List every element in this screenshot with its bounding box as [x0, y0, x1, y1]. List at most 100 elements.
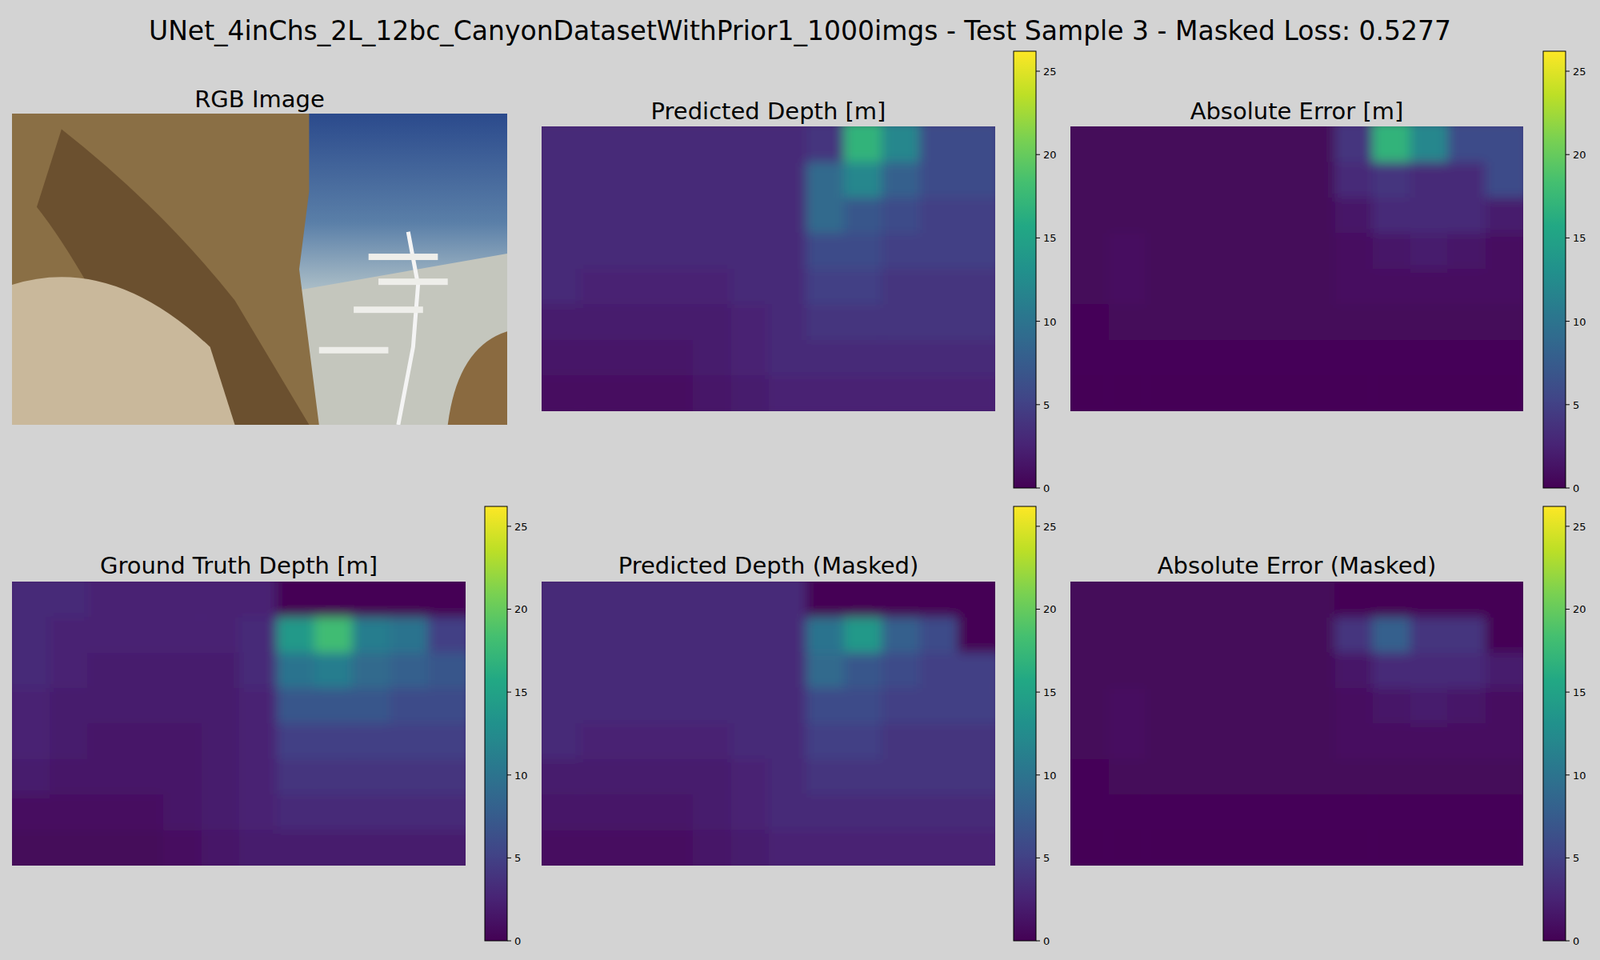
heat-cell: [1372, 616, 1411, 653]
heat-cell: [1145, 162, 1184, 199]
heat-cell: [125, 830, 164, 866]
heat-cell: [1145, 688, 1184, 724]
heat-cell: [1410, 268, 1449, 305]
heat-cell: [1372, 652, 1411, 689]
heat-cell: [314, 830, 353, 866]
heat-cell: [1448, 304, 1487, 341]
heat-cell: [617, 197, 656, 234]
heat-cell: [768, 162, 808, 199]
heat-cell: [617, 268, 656, 305]
heat-cell: [1108, 830, 1147, 866]
heat-cell: [390, 759, 429, 796]
heat-cell: [1108, 376, 1147, 412]
heat-cell: [1145, 794, 1184, 831]
heat-cell: [390, 688, 429, 724]
heat-cell: [730, 759, 769, 796]
colorbar-tick: [1565, 940, 1570, 942]
heat-cell: [920, 794, 959, 831]
heat-cell: [1296, 376, 1336, 412]
heat-cell: [239, 724, 278, 760]
heat-cell: [920, 197, 959, 234]
colorbar-tick: [507, 774, 512, 776]
heat-cell: [1108, 616, 1147, 653]
heat-cell: [957, 759, 996, 796]
colorbar-tick-label: 25: [1572, 520, 1587, 533]
heat-cell: [200, 830, 240, 866]
heat-cell: [125, 794, 164, 831]
heat-cell: [1108, 126, 1147, 163]
heat-cell: [1184, 126, 1223, 163]
heat-cell: [49, 830, 88, 866]
heat-cell: [314, 794, 353, 831]
heat-cell: [881, 340, 920, 376]
heat-cell: [1485, 126, 1524, 163]
heat-cell: [1296, 724, 1336, 760]
heat-cell: [957, 376, 996, 412]
heat-cell: [920, 126, 959, 163]
heat-cell: [881, 581, 920, 618]
heat-cell: [390, 581, 429, 618]
colorbar-tick-label: 5: [514, 852, 521, 864]
heat-cell: [1184, 268, 1223, 305]
heat-cell: [1372, 162, 1411, 199]
heat-cell: [806, 581, 845, 618]
heat-cell: [428, 759, 466, 796]
heat-cell: [881, 162, 920, 199]
heat-cell: [1070, 652, 1109, 689]
heat-cell: [844, 759, 883, 796]
heat-cell: [806, 340, 845, 376]
heat-cell: [88, 616, 127, 653]
heat-cell: [200, 688, 240, 724]
heat-cell: [200, 616, 240, 653]
heat-cell: [1070, 197, 1109, 234]
heat-cell: [692, 126, 732, 163]
figure-title: UNet_4inChs_2L_12bc_CanyonDatasetWithPri…: [148, 15, 1452, 47]
heat-cell: [768, 233, 808, 270]
heat-cell: [1485, 233, 1524, 270]
heat-cell: [239, 794, 278, 831]
heat-cell: [1070, 376, 1109, 412]
heat-cell: [1296, 652, 1336, 689]
heatmap: [541, 581, 996, 866]
heat-cell: [541, 268, 580, 305]
heat-cell: [920, 724, 959, 760]
heat-cell: [163, 724, 202, 760]
colorbar-tick-label: 0: [1572, 935, 1580, 948]
heat-cell: [881, 268, 920, 305]
heat-cell: [49, 724, 88, 760]
heat-cell: [957, 616, 996, 653]
colorbar-tick: [1036, 774, 1040, 776]
heat-cell: [655, 304, 694, 341]
heat-cell: [163, 652, 202, 689]
heat-cell: [920, 759, 959, 796]
heat-cell: [314, 581, 353, 618]
colorbar-tick: [1036, 488, 1040, 489]
heat-cell: [579, 724, 618, 760]
heat-cell: [730, 794, 769, 831]
heat-cell: [1296, 688, 1336, 724]
heat-cell: [1145, 581, 1184, 618]
heat-cell: [428, 794, 466, 831]
heat-cell: [1334, 724, 1373, 760]
heat-cell: [541, 126, 580, 163]
heat-cell: [1184, 688, 1223, 724]
heat-cell: [49, 688, 88, 724]
heat-cell: [1070, 340, 1109, 376]
colorbar-tick: [1036, 525, 1040, 527]
heat-cell: [239, 688, 278, 724]
colorbar-tick: [1565, 525, 1570, 527]
heat-cell: [1372, 233, 1411, 270]
heat-cell: [1410, 340, 1449, 376]
heat-cell: [655, 126, 694, 163]
heat-cell: [920, 688, 959, 724]
colorbar: [1013, 51, 1036, 488]
heat-cell: [655, 616, 694, 653]
heat-cell: [692, 340, 732, 376]
heat-cell: [541, 376, 580, 412]
heat-cell: [617, 233, 656, 270]
heat-cell: [239, 652, 278, 689]
heat-cell: [617, 759, 656, 796]
heat-cell: [1448, 688, 1487, 724]
heat-cell: [957, 830, 996, 866]
rock-wall: [12, 113, 320, 425]
